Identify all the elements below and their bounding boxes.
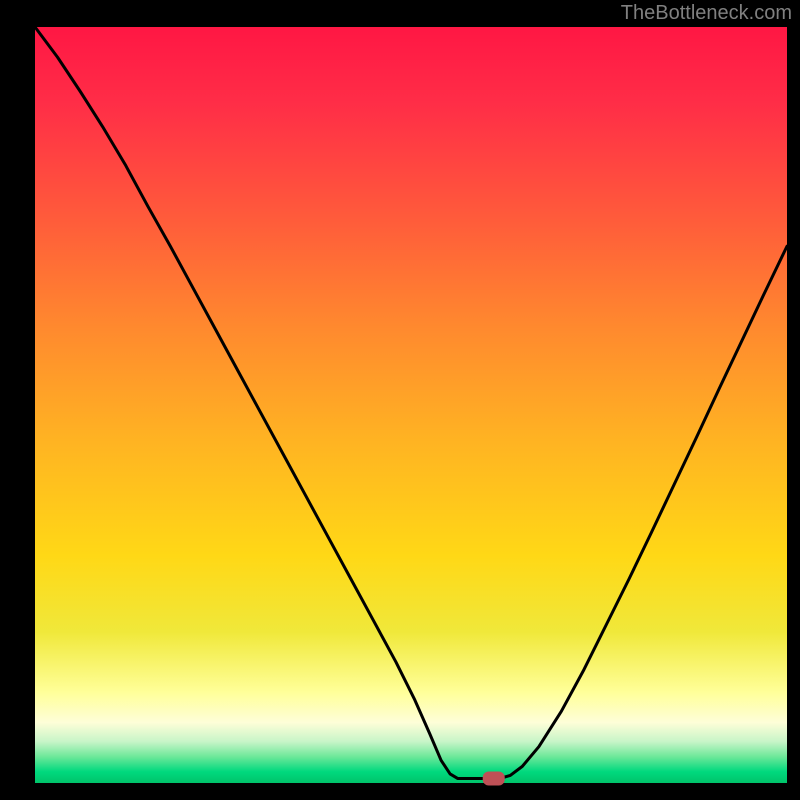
plot-background <box>35 27 787 783</box>
optimal-marker <box>483 771 505 785</box>
bottleneck-chart: TheBottleneck.com <box>0 0 800 800</box>
watermark-text: TheBottleneck.com <box>621 2 792 25</box>
chart-svg <box>0 0 800 800</box>
